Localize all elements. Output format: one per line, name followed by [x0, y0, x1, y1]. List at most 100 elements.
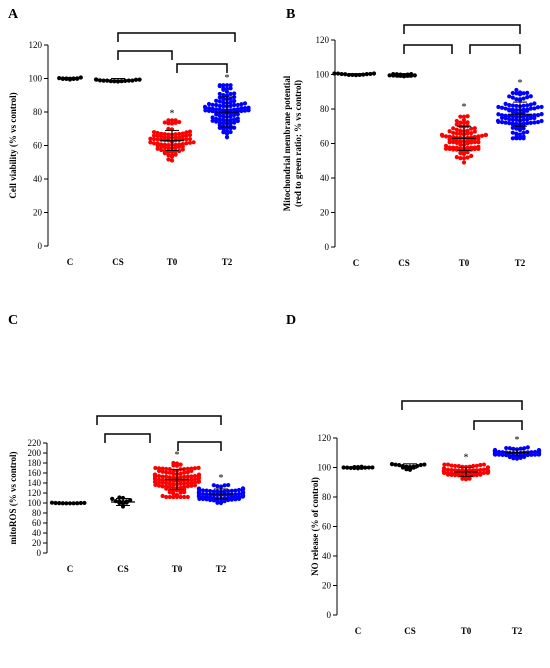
data-point [211, 489, 216, 494]
data-point [184, 137, 189, 142]
y-tick-label: 120 [316, 35, 330, 45]
data-point [160, 474, 165, 479]
data-point [171, 460, 176, 466]
data-point [514, 91, 519, 96]
data-point [221, 114, 226, 119]
y-tick-label: 40 [32, 528, 42, 538]
data-point [217, 99, 222, 104]
data-point [532, 120, 537, 125]
data-point [217, 103, 222, 108]
data-point [422, 462, 427, 467]
data-point [503, 113, 508, 118]
data-point [128, 498, 133, 503]
data-point [178, 471, 183, 476]
data-point [471, 471, 476, 477]
data-point [532, 106, 537, 111]
data-point [156, 466, 162, 471]
data-point [525, 129, 530, 135]
data-point [451, 126, 456, 131]
data-point [155, 141, 160, 146]
series-c [57, 75, 83, 82]
data-point [236, 494, 242, 500]
x-category-label: T2 [222, 257, 233, 267]
data-point [525, 95, 530, 100]
data-point [387, 73, 392, 78]
data-point [169, 118, 175, 123]
data-point [164, 494, 169, 500]
data-point [525, 117, 530, 122]
data-point [447, 140, 452, 145]
y-axis-title: mitoROS (% vs control) [8, 451, 18, 544]
data-point [236, 491, 242, 497]
data-point [160, 493, 165, 499]
comparison-bracket [176, 63, 228, 73]
y-tick-label: 20 [322, 581, 332, 591]
data-point [185, 466, 190, 471]
data-point [206, 106, 212, 111]
data-point [469, 126, 474, 131]
data-point [454, 122, 459, 127]
data-point [510, 90, 515, 96]
y-axis-title: NO release (% of control) [310, 477, 320, 576]
data-point [458, 146, 463, 151]
comparison-bracket [117, 50, 173, 60]
x-category-label: T0 [172, 564, 183, 574]
significance-star: * [170, 108, 175, 119]
data-point [130, 78, 135, 83]
data-point [173, 118, 178, 123]
data-point [228, 96, 233, 102]
data-point [173, 149, 178, 154]
data-point [451, 130, 456, 136]
data-point [514, 114, 519, 119]
data-point [148, 136, 153, 141]
data-point [465, 145, 470, 150]
y-tick-label: 0 [38, 241, 43, 251]
data-point [162, 148, 167, 154]
data-point [182, 494, 187, 500]
data-point [460, 464, 465, 469]
data-point [160, 480, 165, 485]
data-point [169, 121, 175, 126]
data-point [200, 488, 206, 493]
data-point [178, 481, 183, 486]
data-point [454, 145, 459, 150]
y-tick-label: 40 [322, 551, 332, 561]
series-cs [389, 462, 427, 472]
data-point [235, 107, 240, 112]
x-category-label: CS [398, 258, 410, 268]
data-point [514, 121, 519, 127]
data-point [496, 104, 501, 110]
data-point [196, 486, 202, 491]
data-point [389, 462, 395, 467]
y-tick-label: 100 [316, 70, 330, 80]
data-point [456, 471, 461, 477]
data-point [525, 107, 530, 112]
data-point [504, 445, 509, 451]
x-category-label: C [353, 258, 360, 268]
data-point [458, 139, 463, 144]
data-point [458, 114, 463, 119]
panel-letter: D [286, 313, 296, 328]
data-point [474, 463, 479, 468]
data-point [232, 120, 237, 125]
data-point [215, 489, 220, 494]
data-point [232, 94, 237, 100]
data-point [196, 465, 201, 470]
data-point [210, 115, 215, 120]
data-point [226, 482, 231, 488]
data-point [202, 104, 208, 109]
data-point [162, 131, 167, 137]
data-point [200, 492, 206, 497]
y-tick-label: 80 [33, 107, 43, 117]
data-point [525, 103, 530, 108]
significance-star: * [464, 453, 469, 464]
data-point [469, 145, 474, 150]
data-point [228, 117, 233, 123]
data-point [185, 494, 190, 500]
data-point [467, 464, 472, 469]
data-point [449, 463, 454, 468]
y-tick-label: 80 [320, 104, 330, 114]
data-point [182, 470, 187, 475]
data-point [152, 472, 158, 477]
y-tick-label: 0 [327, 610, 332, 620]
